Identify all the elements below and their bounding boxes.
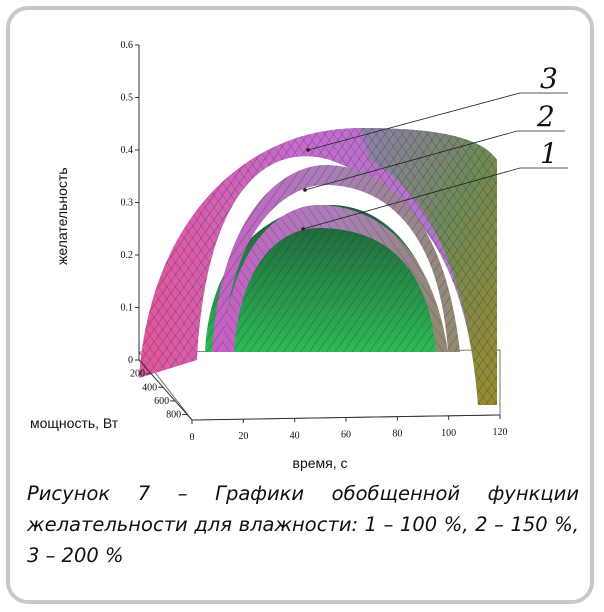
x-tick-label: 100 (441, 428, 456, 439)
x-tick-label: 40 (290, 430, 300, 441)
x-tick-label: 60 (341, 430, 351, 441)
z-tick-label: 0.6 (121, 40, 134, 51)
y-tick-group: 200 400 600 800 (130, 369, 188, 421)
y-axis-title: мощность, Вт (30, 415, 119, 431)
outer-mesh-b (139, 128, 497, 405)
z-tick-label: 0.3 (121, 198, 134, 209)
series-label-3: 3 (540, 62, 558, 95)
x-tick-label: 80 (392, 429, 402, 440)
y-tick-label: 200 (130, 369, 145, 380)
callout-leader-1 (302, 167, 521, 230)
callout-point-2 (303, 188, 307, 192)
callout-leader-3 (307, 92, 521, 151)
series-label-2: 2 (536, 100, 555, 133)
callout-point-3 (306, 148, 310, 152)
arch-series-2-mesh (212, 165, 460, 352)
figure-caption: Рисунок 7 – Графики обобщенной функции ж… (27, 482, 579, 567)
y-axis (138, 359, 193, 421)
x-tick-label: 20 (238, 431, 248, 442)
x-tick-group: 0 20 40 60 80 100 120 (190, 415, 508, 443)
y-tick-label: 600 (154, 396, 169, 407)
z-tick-label: 0.1 (121, 303, 134, 314)
z-tick-label: 0.4 (121, 145, 134, 156)
z-tick-label: 0.5 (121, 93, 134, 104)
y-tick-label: 800 (166, 410, 181, 421)
series-label-1: 1 (540, 137, 558, 170)
z-tick-label: 0.2 (121, 250, 134, 261)
x-axis-title: время, с (293, 455, 348, 471)
callout-point-1 (301, 227, 305, 231)
callout-leader-2 (304, 130, 518, 191)
arch-series-1-mesh (222, 205, 448, 352)
z-axis-title: желательность (54, 167, 70, 265)
z-tick-group: 0 0.1 0.2 0.3 0.4 0.5 0.6 (121, 40, 139, 366)
callout-group: 1 2 3 (301, 62, 568, 231)
x-tick-label: 120 (493, 427, 508, 438)
y-tick-label: 400 (142, 382, 157, 393)
z-tick-label: 0 (128, 355, 133, 366)
x-tick-label: 0 (190, 432, 195, 443)
